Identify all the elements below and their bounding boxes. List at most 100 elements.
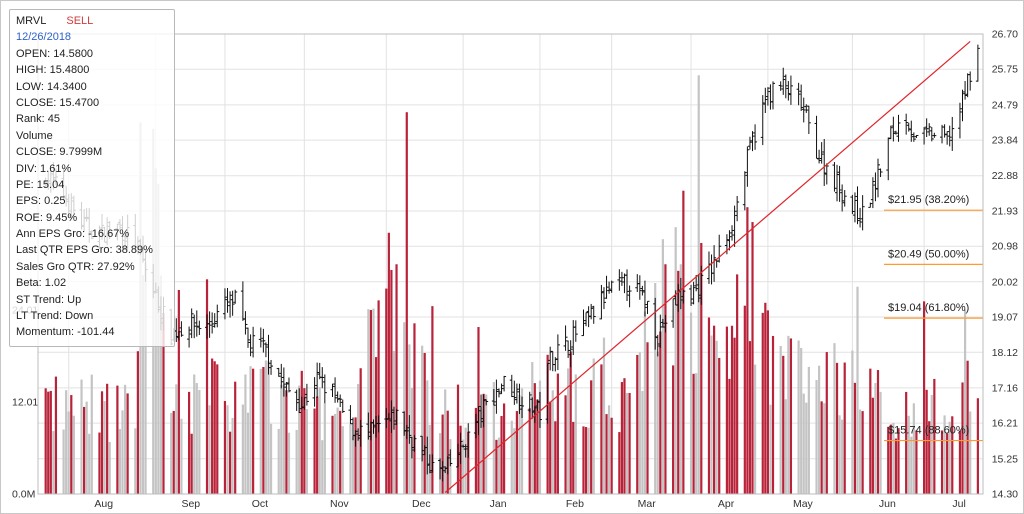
volume-tick-label: 12.01 — [12, 396, 38, 408]
volume-bar — [833, 343, 836, 494]
price-bar — [796, 82, 801, 106]
volume-bar — [782, 355, 785, 494]
price-bar — [671, 298, 676, 328]
price-bar — [304, 383, 309, 406]
volume-bar — [228, 431, 232, 494]
price-bar — [893, 130, 898, 135]
price-bar — [568, 340, 573, 368]
price-tick-label: 19.07 — [992, 312, 1018, 324]
volume-bar — [743, 305, 746, 494]
price-bar — [876, 158, 880, 198]
price-bar — [788, 75, 793, 105]
price-bar — [509, 374, 514, 398]
info-date: 12/26/2018 — [16, 31, 72, 44]
price-bar — [320, 367, 325, 389]
price-bar — [386, 412, 391, 420]
volume-bar — [80, 379, 83, 494]
volume-bar — [546, 354, 549, 494]
price-tick-label: 26.70 — [992, 29, 1018, 41]
volume-bar — [933, 378, 936, 494]
price-bar — [691, 281, 696, 305]
price-bar — [804, 104, 809, 113]
volume-bar — [602, 337, 606, 494]
price-bar — [458, 432, 463, 464]
price-bar — [210, 312, 215, 334]
price-bar — [860, 195, 865, 231]
price-bar — [750, 131, 755, 152]
price-bar — [850, 194, 855, 215]
price-bar — [222, 288, 227, 320]
volume-bar — [856, 286, 859, 494]
volume-bar — [897, 428, 900, 494]
price-bar — [176, 331, 181, 341]
volume-bar — [462, 439, 465, 494]
volume-bar — [520, 388, 524, 494]
price-bar — [448, 449, 453, 467]
price-bar — [765, 87, 770, 106]
price-bar — [642, 280, 647, 317]
volume-bar — [267, 361, 270, 494]
volume-bar — [590, 380, 593, 494]
month-tick-label: Oct — [252, 498, 268, 510]
volume-bar — [835, 362, 839, 494]
info-stat-line: ST Trend: Up — [16, 293, 82, 306]
volume-bar — [915, 430, 918, 494]
volume-bar — [628, 392, 631, 494]
volume-bar — [116, 385, 119, 494]
price-bar — [340, 399, 345, 414]
price-bar — [555, 334, 560, 371]
volume-bar — [725, 326, 729, 494]
price-bar — [228, 291, 233, 318]
price-bar — [353, 430, 358, 447]
volume-bar — [610, 417, 613, 494]
price-bar — [660, 318, 665, 328]
price-bar — [484, 399, 489, 406]
volume-bar — [446, 410, 449, 494]
price-bar — [297, 388, 302, 414]
price-bar — [932, 132, 937, 138]
volume-bar — [843, 362, 846, 494]
price-bar — [945, 131, 950, 145]
volume-bar — [421, 345, 424, 494]
volume-bar — [572, 421, 575, 494]
volume-bar — [65, 390, 68, 494]
price-bar — [520, 396, 525, 418]
volume-bar — [264, 360, 268, 494]
price-bar — [302, 397, 307, 410]
volume-bar — [159, 275, 163, 494]
volume-bar — [718, 357, 721, 494]
volume-bar — [449, 439, 452, 494]
volume-bar — [766, 310, 769, 494]
price-bar — [348, 405, 353, 425]
price-bar — [778, 81, 783, 91]
price-bar — [586, 306, 591, 328]
volume-bar — [930, 394, 933, 494]
price-bar — [376, 415, 381, 433]
volume-bar — [728, 378, 731, 494]
price-bar — [258, 327, 263, 348]
price-bar — [694, 275, 699, 292]
price-bar — [389, 400, 394, 433]
price-bar — [911, 132, 916, 142]
volume-bar — [377, 300, 380, 494]
volume-bar — [497, 437, 501, 494]
price-bar — [537, 391, 542, 428]
volume-bar — [249, 366, 252, 494]
price-bar — [496, 388, 501, 398]
month-tick-label: Sep — [181, 498, 200, 510]
volume-bar — [736, 274, 739, 494]
volume-bar — [538, 380, 542, 494]
volume-bar — [695, 373, 698, 494]
price-tick-label: 22.88 — [992, 170, 1018, 182]
volume-bar — [928, 421, 931, 494]
volume-bar — [193, 374, 196, 494]
volume-bar — [341, 426, 344, 494]
volume-bar — [584, 427, 588, 494]
volume-bar — [574, 374, 577, 494]
price-bar — [466, 423, 471, 458]
volume-bar — [390, 270, 393, 494]
volume-bar — [126, 393, 129, 494]
price-bar — [427, 454, 432, 474]
volume-bar — [413, 323, 416, 494]
volume-bar — [162, 313, 165, 494]
